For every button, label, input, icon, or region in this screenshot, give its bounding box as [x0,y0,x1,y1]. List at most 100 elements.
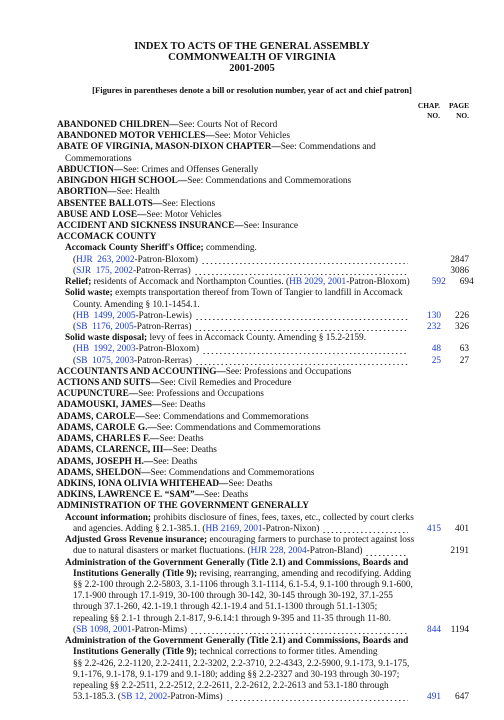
page-no [441,681,469,692]
text-run: -Patron-Mims) [131,624,187,635]
text-run: See: Crimes and Offenses Generally [123,164,259,175]
page-no [441,333,469,344]
line-text: (SB 1098, 2001-Patron-Mims) [57,625,187,636]
line-text: §§ 2.2-426, 2.2-1120, 2.2-2411, 2.2-3202… [57,659,409,670]
chap-no [411,367,441,378]
chap-no [413,580,443,591]
text-run: prohibits disclosure of fines, fees, tax… [151,512,414,523]
index-line: §§ 2.2-100 through 2.2-5803, 3.1-1106 th… [57,580,469,591]
line-text: ADAMOUSKI, JAMES—See: Deaths [57,400,206,411]
text-run: repealing §§ 2.2-2511, 2.2-2512, 2.2-261… [73,680,389,691]
text-run: Account information; [65,512,151,523]
spacer [376,142,411,153]
text-run: See: Commendations and Commemorations [156,422,321,433]
text-run: See: Commendations and Commemorations [187,176,352,187]
text-run: 9.1-176, 9.1-178, 9.1-179 and 9.1-180; a… [73,669,400,680]
chap-no [411,647,441,658]
text-run: §§ 2.2-426, 2.2-1120, 2.2-2411, 2.2-3202… [73,658,410,669]
index-line: ABATE OF VIRGINIA, MASON-DIXON CHAPTER—S… [57,142,469,153]
index-line: ACCOMACK COUNTY [57,232,469,243]
chap-no [411,221,441,232]
line-text: (HB 1992, 2003-Patron-Bloxom) [57,344,199,355]
text-run: See: Deaths [161,400,206,411]
text-run: See: Commendations and Commemorations [144,411,309,422]
spacer [257,243,411,254]
page-no [441,434,469,445]
page-no [441,378,469,389]
page-no [441,187,469,198]
line-text: ABDUCTION—See: Crimes and Offenses Gener… [57,165,258,176]
text-run: See: Elections [162,198,216,209]
spacer [248,490,411,501]
spacer [200,300,411,311]
spacer [204,434,411,445]
chap-no [411,558,441,569]
text-run: -Patron-Rerras) [133,355,192,366]
page-no [441,120,469,131]
dot-leader [202,344,408,356]
index-line: (SB 1075, 2003-Patron-Rerras) 25 27 [57,355,469,367]
index-line: Solid waste; exempts transportation ther… [57,288,469,299]
line-text: Administration of the Government General… [57,636,408,647]
line-text: ABATE OF VIRGINIA, MASON-DIXON CHAPTER—S… [57,142,376,153]
spacer [290,131,411,142]
index-line: Accomack County Sheriff's Office; commen… [57,243,469,254]
chap-no [414,513,444,524]
text-run: ADAMS, CLARENCE, III— [57,445,173,456]
page-no: 647 [455,692,469,703]
text-run: ADMINISTRATION OF THE GOVERNMENT GENERAL… [57,501,309,512]
text-run: ABINGDON HIGH SCHOOL— [57,176,188,187]
chap-no [411,546,441,557]
line-text: Accomack County Sheriff's Office; commen… [57,243,257,254]
line-text: ADKINS, LAWRENCE E. “SAM”—See: Deaths [57,490,248,501]
index-line: ADAMS, JOSEPH H.—See: Deaths [57,457,469,468]
text-run: ACTIONS AND SUITS— [57,378,160,389]
spacer [366,333,411,344]
index-line: Institutions Generally (Title 9); revisi… [57,569,469,580]
line-text: County. Amending § 10.1-1454.1. [57,300,200,311]
chap-no [411,243,441,254]
text-run: -Patron-Nixon) [262,523,320,534]
text-run: ( [73,344,77,355]
spacer [377,602,411,613]
text-run: See: Courts Not of Record [178,120,278,130]
page-no [441,423,469,434]
line-text: ADAMS, CAROLE—See: Commendations and Com… [57,412,309,423]
line-text: ABANDONED CHILDREN—See: Courts Not of Re… [57,120,277,131]
chap-no [411,300,441,311]
index-line: Commemorations [57,154,469,165]
line-text: 17.1-900 through 17.1-919, 30-100 throug… [57,591,393,602]
text-run: ABORTION— [57,187,117,198]
text-run: -Patron-Mims) [167,692,223,703]
chap-no [411,457,441,468]
text-run: exempts transportation thereof from Town… [112,288,403,299]
page-no: 326 [455,321,469,332]
chap-no [411,210,441,221]
text-run: encouraging farmers to purchase to prote… [207,535,415,546]
text-run: ACUPUNCTURE— [57,389,139,400]
page-no [441,400,469,411]
line-text: 53.1-185.3. (SB 12, 2002-Patron-Mims) [57,692,223,703]
text-run: ( [73,321,77,332]
col-chap: CHAP. NO. [410,101,440,120]
index-line: ACUPUNCTURE—See: Professions and Occupat… [57,389,469,400]
line-text: repealing §§ 2.1-1 through 2.1-817, 9-6.… [57,614,391,625]
page-no [441,468,469,479]
bill-ref: HJR 263, 2002 [76,254,135,265]
text-run: due to natural disasters or market fluct… [73,546,251,557]
spacer [277,120,411,131]
index-line: ACTIONS AND SUITS—See: Civil Remedies an… [57,378,469,389]
index-line: ACCIDENT AND SICKNESS INSURANCE—See: Ins… [57,221,469,232]
line-text: ADMINISTRATION OF THE GOVERNMENT GENERAL… [57,501,309,512]
page-no [441,659,469,670]
chap-no [411,670,441,681]
chap-no: 844 [427,624,441,635]
line-text: Account information; prohibits disclosur… [57,513,414,524]
text-run: See: Deaths [203,490,249,501]
index-line: ADMINISTRATION OF THE GOVERNMENT GENERAL… [57,501,469,512]
col-page: PAGE NO. [440,101,469,120]
text-run: ABSENTEE BALLOTS— [57,198,163,209]
page-no [441,602,469,613]
spacer [215,199,411,210]
chap-no [411,131,441,142]
